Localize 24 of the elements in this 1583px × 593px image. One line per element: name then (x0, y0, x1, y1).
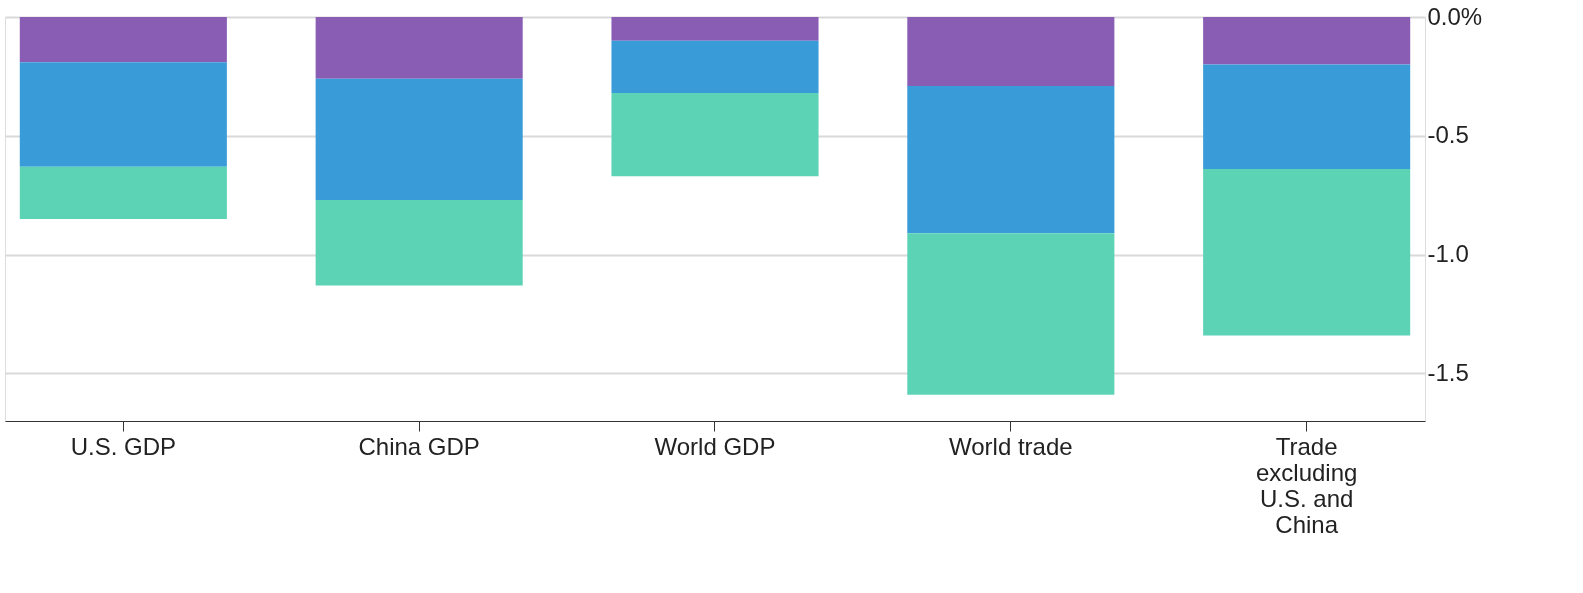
bar (315, 17, 523, 79)
x-tick-label: Trade excluding U.S. and China (1255, 432, 1358, 538)
y-tick-label: -1.0 (1427, 240, 1469, 268)
x-tick-label: China GDP (358, 432, 480, 460)
x-tick-label: World trade (949, 432, 1073, 460)
bar (19, 62, 227, 167)
bar (907, 233, 1115, 395)
bar (611, 40, 819, 94)
bar (611, 93, 819, 177)
bar (19, 17, 227, 63)
x-tick-label: U.S. GDP (70, 432, 177, 460)
bar (1203, 64, 1411, 170)
bar (1203, 169, 1411, 336)
bar (315, 78, 523, 200)
bar (19, 166, 227, 219)
bar (1203, 17, 1411, 65)
x-tick-label: World GDP (654, 432, 776, 460)
bar (315, 199, 523, 286)
y-tick-label: -1.5 (1427, 358, 1469, 386)
y-tick-label: -0.5 (1427, 121, 1469, 149)
bar (907, 85, 1115, 234)
bar (611, 17, 819, 41)
y-tick-label: 0.0% (1427, 2, 1483, 30)
bar (907, 17, 1115, 86)
